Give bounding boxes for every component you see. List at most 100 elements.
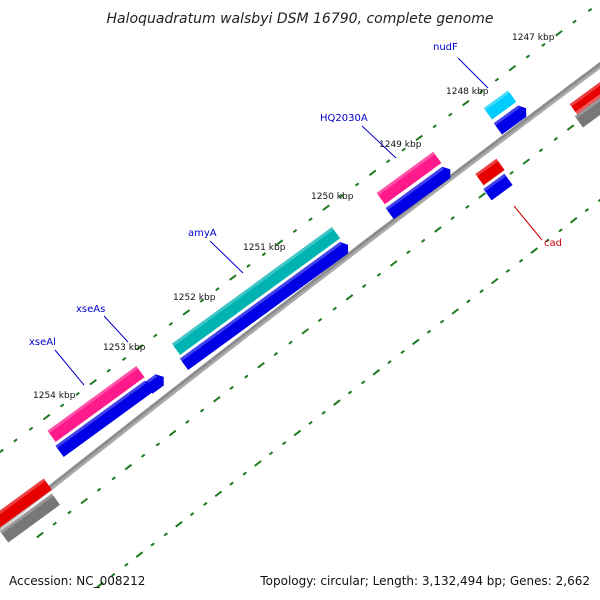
tick-mark bbox=[246, 263, 251, 268]
gene-bar-xseAl-face bbox=[47, 365, 145, 443]
gene-bar-amyA-shine bbox=[171, 227, 334, 347]
tick-mark bbox=[59, 403, 65, 408]
cds-bar-xseAl[interactable] bbox=[54, 376, 157, 458]
tick-mark bbox=[215, 287, 220, 292]
tick-mark bbox=[332, 306, 337, 311]
gene-bar-grey-edge-face bbox=[574, 92, 600, 128]
cds-bar-nudF[interactable] bbox=[492, 100, 530, 135]
gene-bar-cad-face bbox=[475, 158, 505, 186]
tick-mark bbox=[490, 277, 499, 285]
leader-line bbox=[103, 315, 129, 343]
tick-mark bbox=[229, 385, 234, 390]
tick-mark bbox=[385, 159, 391, 164]
tick-mark bbox=[333, 399, 341, 406]
tick-mark bbox=[553, 136, 558, 141]
gene-bar-red-edge[interactable] bbox=[568, 76, 600, 116]
tick-mark bbox=[566, 124, 575, 131]
tick-mark bbox=[293, 429, 302, 437]
tick-mark bbox=[362, 284, 367, 289]
cds-bar-HQ2030A[interactable] bbox=[384, 161, 455, 220]
tick-mark bbox=[96, 581, 104, 589]
gene-bar-red-left[interactable] bbox=[0, 474, 54, 528]
tick-mark bbox=[89, 379, 97, 386]
tick-mark bbox=[479, 289, 484, 294]
gene-bar-HQ2030A-face bbox=[376, 151, 442, 205]
gene-label-xseAl[interactable]: xseAl bbox=[29, 337, 56, 348]
gene-bar-nudF[interactable] bbox=[482, 86, 519, 120]
gene-bar-HQ2030A-shine bbox=[376, 151, 435, 196]
tick-mark bbox=[466, 299, 471, 304]
tick-mark bbox=[368, 169, 377, 177]
genome-summary-text: Topology: circular; Length: 3,132,494 bp… bbox=[260, 574, 590, 588]
gene-bar-grey-left[interactable] bbox=[0, 489, 62, 543]
tick-mark bbox=[597, 198, 600, 203]
gene-bar-cad[interactable] bbox=[474, 154, 507, 186]
tick-mark bbox=[111, 476, 116, 481]
tick-mark bbox=[189, 512, 195, 517]
cds-bar-HQ2030A-top bbox=[385, 162, 443, 208]
tick-mark bbox=[541, 42, 546, 47]
gene-bar-xseAl-shine bbox=[47, 365, 139, 434]
gene-bar-cad-top bbox=[475, 154, 498, 175]
tick-mark bbox=[558, 228, 563, 233]
tick-mark bbox=[465, 204, 470, 209]
cds-bar-nudF-top bbox=[493, 101, 519, 124]
tick-mark bbox=[389, 260, 398, 267]
gene-bar-xseAl-top bbox=[47, 361, 137, 431]
tick-mark bbox=[525, 54, 531, 59]
gene-label-cad[interactable]: cad bbox=[544, 238, 562, 249]
leader-line bbox=[209, 240, 244, 274]
tick-mark bbox=[153, 333, 158, 338]
tick-mark bbox=[168, 322, 173, 327]
tick-mark bbox=[168, 429, 177, 437]
tick-mark bbox=[214, 490, 223, 498]
tick-mark bbox=[545, 238, 550, 243]
tick-mark bbox=[387, 360, 392, 365]
tick-mark bbox=[229, 274, 237, 281]
tick-mark bbox=[538, 148, 544, 153]
tick-mark bbox=[339, 194, 344, 199]
tick-rows bbox=[0, 8, 600, 589]
tick-mark bbox=[36, 531, 44, 539]
tick-mark bbox=[412, 338, 420, 346]
cds-bar-amyA-face bbox=[179, 242, 349, 370]
gene-bar-HQ2030A-top bbox=[376, 147, 434, 193]
tick-mark bbox=[522, 158, 531, 165]
gene-bar-xseAl[interactable] bbox=[46, 361, 147, 443]
gene-label-HQ2030A[interactable]: HQ2030A bbox=[320, 113, 368, 124]
gene-bar-red-edge-shine bbox=[569, 80, 600, 107]
gene-bar-amyA[interactable] bbox=[170, 222, 342, 355]
gene-label-amyA[interactable]: amyA bbox=[188, 228, 217, 239]
tick-mark bbox=[203, 501, 208, 506]
cds-bar-nudF-shine bbox=[493, 105, 520, 126]
tick-mark bbox=[273, 351, 278, 356]
gene-bar-grey-edge[interactable] bbox=[573, 88, 600, 128]
tick-mark bbox=[572, 19, 577, 24]
tick-mark bbox=[508, 64, 517, 72]
tick-mark bbox=[257, 362, 265, 369]
gene-label-xseAs[interactable]: xseAs bbox=[76, 304, 105, 315]
gene-bar-cad-shine bbox=[475, 158, 499, 177]
tick-mark bbox=[268, 451, 274, 456]
tick-mark bbox=[199, 408, 205, 413]
tick-mark bbox=[505, 268, 511, 273]
cds-bar-cad-face bbox=[483, 173, 513, 201]
tick-mark bbox=[479, 89, 484, 94]
leader-line bbox=[457, 57, 489, 89]
gene-bar-red-edge-face bbox=[569, 80, 600, 116]
tick-mark bbox=[80, 497, 88, 505]
gene-bar-grey-left-face bbox=[0, 493, 60, 543]
tick-mark bbox=[439, 319, 445, 324]
cds-bar-cad-top bbox=[483, 169, 506, 190]
gene-label-nudF[interactable]: nudF bbox=[433, 42, 458, 53]
cds-bar-amyA[interactable] bbox=[178, 237, 352, 370]
cds-bar-cad[interactable] bbox=[482, 169, 515, 201]
gene-bar-HQ2030A[interactable] bbox=[375, 147, 444, 205]
tick-mark bbox=[244, 374, 249, 379]
tick-label: 1252 kbp bbox=[173, 293, 216, 303]
inner-tick-row bbox=[36, 103, 600, 539]
tick-mark bbox=[461, 99, 470, 107]
cds-bar-xseAl-face bbox=[55, 380, 153, 458]
cds-bar-HQ2030A-shine bbox=[385, 166, 444, 211]
